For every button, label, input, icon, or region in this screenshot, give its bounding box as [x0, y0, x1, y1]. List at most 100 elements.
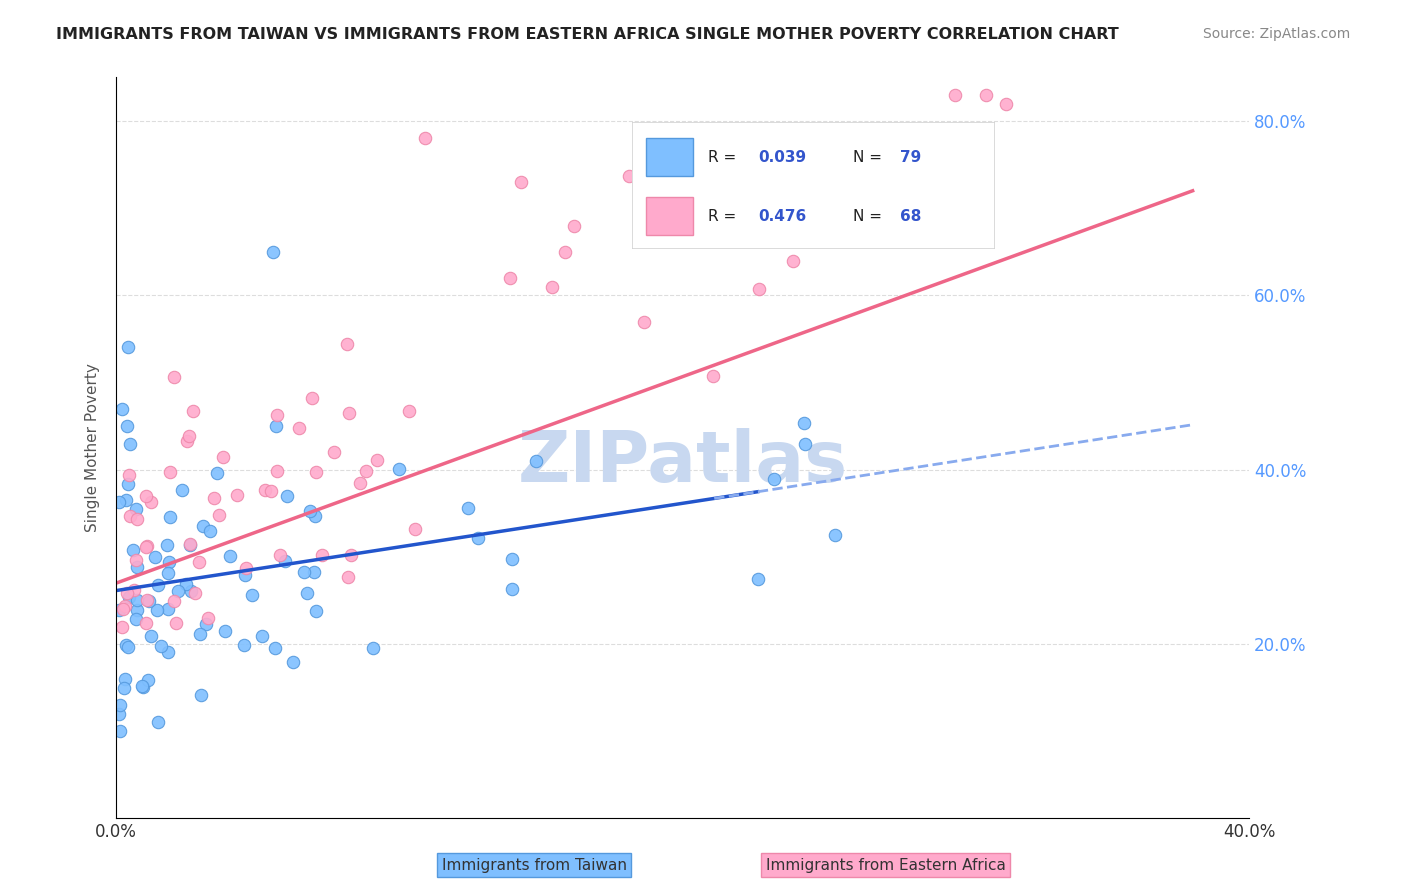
- Point: [180, 584, 202, 599]
- Point: [747, 572, 769, 586]
- Point: [181, 404, 204, 418]
- Point: [398, 404, 420, 418]
- Y-axis label: Single Mother Poverty: Single Mother Poverty: [86, 364, 100, 533]
- Point: [197, 611, 219, 625]
- Point: [111, 401, 134, 416]
- Point: [135, 489, 157, 503]
- Point: [135, 540, 157, 554]
- Point: [945, 87, 967, 102]
- Point: [115, 638, 138, 652]
- Point: [467, 531, 489, 545]
- Point: [457, 501, 479, 516]
- Point: [193, 519, 215, 533]
- Point: [311, 548, 333, 562]
- Point: [156, 601, 179, 615]
- Point: [176, 434, 198, 448]
- Point: [281, 655, 304, 669]
- Point: [288, 421, 311, 435]
- Point: [125, 553, 148, 567]
- Point: [793, 416, 815, 430]
- Point: [266, 408, 288, 422]
- Point: [349, 475, 371, 490]
- Point: [174, 577, 197, 591]
- Point: [194, 616, 217, 631]
- Text: Immigrants from Eastern Africa: Immigrants from Eastern Africa: [766, 858, 1005, 872]
- Point: [824, 527, 846, 541]
- Point: [124, 583, 146, 598]
- Point: [159, 509, 181, 524]
- Point: [299, 503, 322, 517]
- Point: [156, 538, 179, 552]
- Point: [183, 585, 205, 599]
- Point: [264, 641, 287, 656]
- Point: [190, 688, 212, 702]
- Point: [540, 280, 562, 294]
- Point: [157, 555, 180, 569]
- Point: [883, 187, 905, 202]
- Point: [139, 495, 162, 509]
- Point: [166, 584, 188, 599]
- Point: [413, 131, 436, 145]
- Point: [235, 561, 257, 575]
- Point: [125, 602, 148, 616]
- Point: [305, 604, 328, 618]
- Point: [501, 582, 523, 597]
- Point: [111, 620, 134, 634]
- Point: [304, 508, 326, 523]
- Point: [179, 538, 201, 552]
- Point: [156, 566, 179, 580]
- Point: [274, 554, 297, 568]
- Point: [994, 97, 1017, 112]
- Point: [157, 645, 180, 659]
- Point: [501, 551, 523, 566]
- Point: [790, 140, 813, 154]
- Point: [170, 483, 193, 498]
- Point: [702, 369, 724, 384]
- Point: [207, 508, 229, 522]
- Point: [524, 454, 547, 468]
- Point: [388, 462, 411, 476]
- Text: IMMIGRANTS FROM TAIWAN VS IMMIGRANTS FROM EASTERN AFRICA SINGLE MOTHER POVERTY C: IMMIGRANTS FROM TAIWAN VS IMMIGRANTS FRO…: [56, 27, 1119, 42]
- Point: [322, 445, 344, 459]
- Point: [198, 524, 221, 538]
- Point: [115, 493, 138, 508]
- Point: [131, 679, 153, 693]
- Point: [127, 512, 149, 526]
- Point: [253, 483, 276, 497]
- Point: [125, 592, 148, 607]
- Point: [118, 436, 141, 450]
- Point: [633, 314, 655, 328]
- Point: [179, 537, 201, 551]
- Point: [136, 539, 159, 553]
- Text: Source: ZipAtlas.com: Source: ZipAtlas.com: [1202, 27, 1350, 41]
- Point: [250, 629, 273, 643]
- Point: [138, 594, 160, 608]
- Point: [748, 282, 770, 296]
- Point: [159, 466, 181, 480]
- Point: [564, 219, 586, 233]
- Point: [276, 489, 298, 503]
- Point: [240, 588, 263, 602]
- Point: [269, 548, 291, 562]
- Point: [297, 586, 319, 600]
- Point: [122, 543, 145, 558]
- Point: [499, 271, 522, 285]
- Point: [108, 495, 131, 509]
- Point: [118, 467, 141, 482]
- Point: [117, 477, 139, 491]
- Point: [108, 698, 131, 713]
- Point: [204, 491, 226, 505]
- Point: [262, 244, 284, 259]
- Point: [266, 465, 288, 479]
- Point: [838, 202, 860, 217]
- Point: [117, 340, 139, 354]
- Point: [214, 624, 236, 638]
- Point: [127, 559, 149, 574]
- Point: [163, 370, 186, 384]
- Point: [233, 568, 256, 582]
- Point: [404, 523, 426, 537]
- Point: [177, 429, 200, 443]
- Point: [117, 640, 139, 654]
- Point: [366, 453, 388, 467]
- Point: [207, 466, 229, 480]
